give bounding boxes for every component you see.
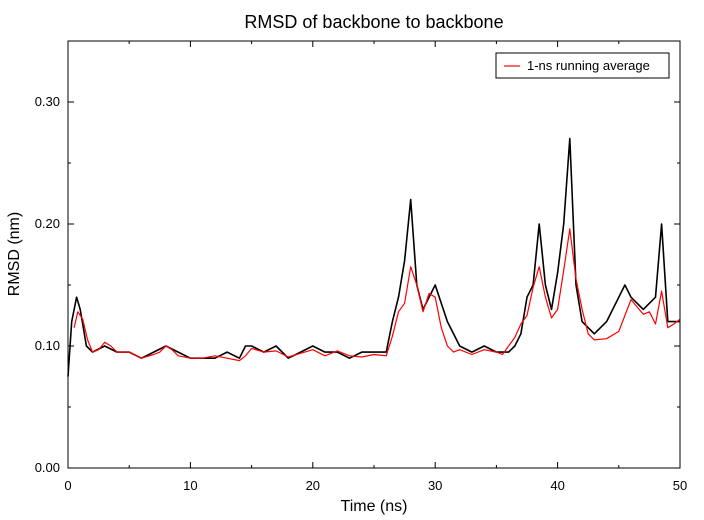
legend-box <box>495 52 670 79</box>
x-tick-label: 20 <box>306 478 320 493</box>
y-tick-label: 0.30 <box>35 94 60 109</box>
legend: 1-ns running average <box>495 52 670 79</box>
chart-title: RMSD of backbone to backbone <box>244 12 503 32</box>
running-average-line <box>73 228 681 362</box>
y-tick-label: 0.10 <box>35 338 60 353</box>
y-tick-label: 0.00 <box>35 460 60 475</box>
y-tick-label: 0.20 <box>35 216 60 231</box>
x-tick-label: 30 <box>428 478 442 493</box>
x-tick-label: 10 <box>183 478 197 493</box>
y-axis-ticks: 0.00 0.10 0.20 0.30 <box>35 40 680 475</box>
x-tick-label: 0 <box>64 478 71 493</box>
x-axis-label: Time (ns) <box>341 498 408 515</box>
x-axis-ticks: 0 10 20 30 40 50 <box>64 41 687 493</box>
legend-label: 1-ns running average <box>527 58 650 73</box>
x-tick-label: 40 <box>550 478 564 493</box>
x-tick-label: 50 <box>673 478 687 493</box>
plot-series <box>67 137 681 377</box>
y-axis-label: RMSD (nm) <box>6 212 23 296</box>
